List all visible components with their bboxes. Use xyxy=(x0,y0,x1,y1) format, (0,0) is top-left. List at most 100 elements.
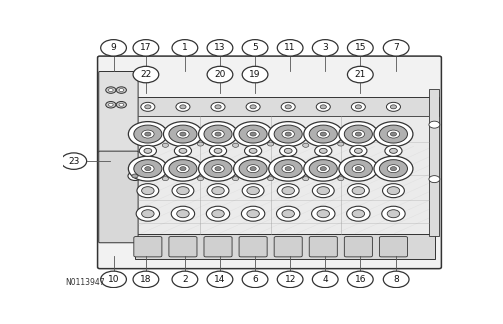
Circle shape xyxy=(285,167,291,171)
Circle shape xyxy=(337,130,345,134)
Circle shape xyxy=(347,206,370,221)
Circle shape xyxy=(350,145,367,156)
Circle shape xyxy=(242,184,264,198)
Text: 19: 19 xyxy=(249,70,261,79)
Circle shape xyxy=(311,206,335,221)
Circle shape xyxy=(233,156,273,181)
Circle shape xyxy=(212,165,224,173)
Circle shape xyxy=(116,101,126,108)
FancyBboxPatch shape xyxy=(134,237,162,257)
Circle shape xyxy=(133,271,159,288)
Circle shape xyxy=(247,210,260,218)
Circle shape xyxy=(215,132,221,136)
Circle shape xyxy=(209,145,226,156)
Circle shape xyxy=(179,148,187,153)
Circle shape xyxy=(197,142,204,146)
Circle shape xyxy=(269,156,308,181)
Circle shape xyxy=(302,165,310,170)
Circle shape xyxy=(242,40,268,56)
Circle shape xyxy=(239,160,267,178)
Circle shape xyxy=(128,156,167,181)
Circle shape xyxy=(141,102,155,111)
Circle shape xyxy=(351,102,365,111)
Circle shape xyxy=(277,271,303,288)
Circle shape xyxy=(128,171,142,180)
Circle shape xyxy=(282,187,294,195)
Circle shape xyxy=(142,187,154,195)
Circle shape xyxy=(320,167,326,171)
Circle shape xyxy=(161,165,170,170)
Circle shape xyxy=(162,177,169,181)
Circle shape xyxy=(106,87,116,93)
Circle shape xyxy=(352,130,365,138)
Text: 13: 13 xyxy=(214,43,226,52)
Circle shape xyxy=(232,130,239,134)
Circle shape xyxy=(109,103,113,106)
Text: 18: 18 xyxy=(140,275,152,284)
Circle shape xyxy=(145,167,151,171)
Circle shape xyxy=(312,271,338,288)
Circle shape xyxy=(309,160,338,178)
Circle shape xyxy=(169,125,197,143)
Circle shape xyxy=(180,105,186,109)
Text: 9: 9 xyxy=(111,43,116,52)
Circle shape xyxy=(134,125,162,143)
Text: 14: 14 xyxy=(214,275,226,284)
Circle shape xyxy=(215,167,221,171)
Circle shape xyxy=(242,66,268,83)
Circle shape xyxy=(162,143,169,147)
Circle shape xyxy=(312,40,338,56)
Circle shape xyxy=(247,165,260,173)
Text: N0113947: N0113947 xyxy=(65,278,105,287)
Circle shape xyxy=(304,156,343,181)
Circle shape xyxy=(374,156,413,181)
Circle shape xyxy=(387,187,400,195)
Circle shape xyxy=(212,187,224,195)
Circle shape xyxy=(172,271,198,288)
Circle shape xyxy=(177,210,189,218)
Circle shape xyxy=(204,160,232,178)
Circle shape xyxy=(352,165,365,173)
Circle shape xyxy=(267,165,275,170)
Circle shape xyxy=(133,40,159,56)
Circle shape xyxy=(239,125,267,143)
FancyBboxPatch shape xyxy=(204,237,232,257)
Circle shape xyxy=(379,125,407,143)
Circle shape xyxy=(145,132,151,136)
FancyBboxPatch shape xyxy=(98,56,442,269)
FancyBboxPatch shape xyxy=(169,237,197,257)
Circle shape xyxy=(277,206,300,221)
Circle shape xyxy=(337,165,345,170)
Text: 16: 16 xyxy=(355,275,366,284)
Bar xyxy=(429,89,439,236)
Circle shape xyxy=(355,105,362,109)
Circle shape xyxy=(177,187,189,195)
Text: 1: 1 xyxy=(182,43,188,52)
Circle shape xyxy=(319,148,327,153)
Text: 15: 15 xyxy=(355,43,366,52)
Circle shape xyxy=(274,160,302,178)
Circle shape xyxy=(244,145,262,156)
Circle shape xyxy=(317,210,329,218)
FancyBboxPatch shape xyxy=(274,237,302,257)
Circle shape xyxy=(315,145,332,156)
Circle shape xyxy=(285,105,291,109)
FancyBboxPatch shape xyxy=(239,237,267,257)
Circle shape xyxy=(285,132,291,136)
Circle shape xyxy=(320,132,326,136)
Circle shape xyxy=(247,130,260,138)
Circle shape xyxy=(212,210,224,218)
Circle shape xyxy=(429,176,440,183)
Circle shape xyxy=(317,165,329,173)
Circle shape xyxy=(345,160,372,178)
Circle shape xyxy=(303,177,309,181)
Circle shape xyxy=(134,160,162,178)
Circle shape xyxy=(101,40,126,56)
Circle shape xyxy=(355,167,362,171)
Circle shape xyxy=(214,148,222,153)
Circle shape xyxy=(116,87,126,93)
Circle shape xyxy=(352,210,365,218)
Text: 3: 3 xyxy=(322,43,328,52)
Circle shape xyxy=(372,165,380,170)
Circle shape xyxy=(348,184,369,198)
